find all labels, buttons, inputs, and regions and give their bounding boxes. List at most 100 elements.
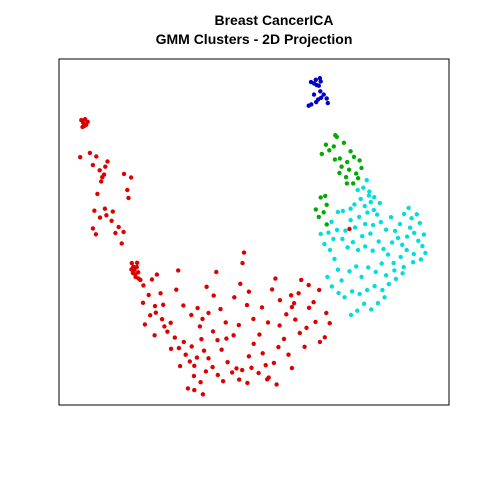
data-point: [364, 287, 370, 293]
data-point: [181, 339, 187, 345]
data-point: [224, 336, 229, 341]
data-point: [397, 221, 403, 227]
data-point: [105, 159, 110, 164]
data-point: [79, 117, 84, 123]
data-point: [218, 306, 223, 312]
data-point: [327, 321, 332, 326]
data-point: [148, 313, 153, 318]
data-point: [382, 295, 387, 300]
data-point: [329, 219, 334, 225]
data-point: [274, 382, 279, 387]
plot-frame: [58, 58, 450, 406]
data-point: [194, 355, 200, 360]
data-point: [210, 329, 216, 334]
data-point: [333, 133, 338, 138]
chart-subtitle: GMM Clusters - 2D Projection: [156, 31, 353, 47]
series-4: [306, 75, 330, 108]
data-point: [335, 267, 341, 272]
data-point: [355, 187, 360, 193]
data-point: [327, 247, 333, 253]
data-point: [246, 354, 252, 359]
data-point: [318, 89, 323, 94]
data-point: [215, 338, 220, 343]
data-point: [271, 360, 277, 366]
data-point: [344, 181, 350, 186]
data-point: [232, 295, 237, 300]
data-point: [237, 377, 242, 382]
data-point: [326, 230, 331, 235]
data-point: [423, 250, 428, 256]
data-point: [159, 317, 165, 322]
data-point: [128, 175, 134, 180]
data-point: [176, 268, 181, 273]
data-point: [90, 226, 96, 231]
data-point: [225, 360, 230, 365]
data-point: [158, 291, 163, 296]
data-point: [401, 264, 406, 270]
data-point: [325, 100, 330, 106]
data-point: [291, 301, 297, 306]
data-point: [204, 284, 209, 289]
data-point: [121, 229, 126, 235]
data-point: [210, 364, 215, 370]
data-point: [358, 196, 363, 202]
data-point: [260, 351, 265, 356]
data-point: [172, 335, 178, 340]
data-point: [181, 303, 186, 308]
data-point: [334, 227, 340, 233]
data-point: [121, 171, 127, 177]
data-point: [149, 277, 155, 282]
data-point: [206, 310, 211, 316]
data-point: [246, 289, 252, 294]
data-point: [313, 207, 318, 212]
data-point: [400, 242, 405, 248]
data-point: [370, 248, 375, 253]
data-point: [195, 305, 200, 311]
data-point: [349, 289, 355, 294]
data-point: [146, 292, 151, 298]
data-point: [364, 178, 369, 183]
data-point: [318, 79, 323, 84]
data-point: [87, 150, 93, 156]
data-point: [165, 329, 170, 334]
series-1: [77, 116, 352, 397]
data-point: [322, 241, 327, 247]
data-point: [168, 320, 173, 325]
data-point: [416, 238, 421, 244]
data-point: [251, 341, 256, 346]
data-point: [277, 323, 282, 328]
data-point: [367, 189, 372, 194]
data-point: [191, 373, 197, 379]
data-point: [288, 293, 294, 298]
data-point: [153, 310, 159, 315]
data-point: [318, 231, 323, 237]
data-point: [129, 260, 135, 266]
data-point: [409, 216, 414, 221]
data-point: [134, 264, 139, 270]
data-point: [240, 367, 245, 373]
data-point: [98, 179, 104, 184]
data-point: [189, 312, 194, 318]
data-point: [345, 245, 350, 250]
data-point: [176, 345, 182, 351]
data-point: [385, 252, 391, 257]
data-point: [311, 300, 316, 305]
data-point: [372, 195, 377, 200]
data-point: [240, 260, 245, 266]
data-point: [313, 319, 318, 325]
data-point: [357, 214, 362, 220]
data-point: [236, 322, 242, 328]
data-point: [302, 344, 307, 349]
data-point: [309, 102, 314, 107]
data-point: [306, 305, 312, 310]
data-point: [368, 231, 373, 236]
data-point: [92, 208, 97, 213]
data-point: [197, 324, 203, 329]
data-point: [102, 206, 108, 211]
data-point: [379, 261, 384, 266]
data-point: [392, 228, 398, 234]
data-point: [168, 346, 174, 351]
data-point: [277, 298, 283, 303]
data-point: [359, 165, 364, 171]
data-point: [199, 337, 204, 342]
